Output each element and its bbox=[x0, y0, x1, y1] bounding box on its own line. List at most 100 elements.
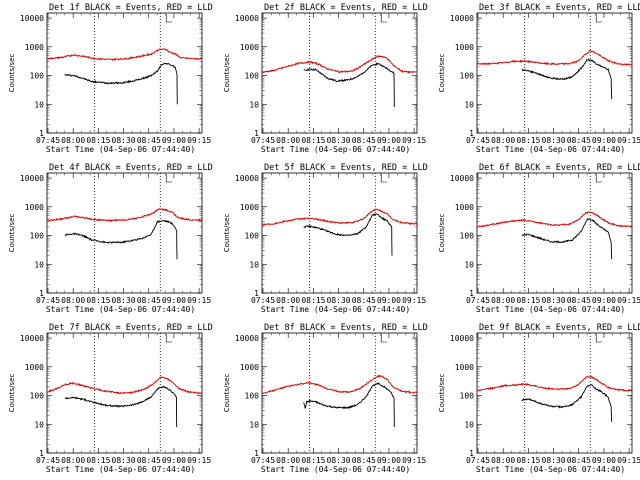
lld-series-line bbox=[261, 55, 418, 74]
chart-title: Det 5f BLACK = Events, RED = LLD bbox=[264, 163, 428, 173]
x-axis-label: Start Time (04-Sep-06 07:44:40) bbox=[46, 145, 195, 154]
x-tick-label: 09:00 bbox=[592, 136, 616, 145]
x-tick-label: 09:15 bbox=[187, 136, 211, 145]
chart-title: Det 3f BLACK = Events, RED = LLD bbox=[479, 3, 640, 13]
y-tick-label: 10 bbox=[34, 260, 44, 269]
x-tick-label: 09:15 bbox=[187, 296, 211, 305]
y-tick-label: 100 bbox=[30, 72, 45, 81]
x-tick-label: 08:00 bbox=[61, 136, 85, 145]
x-tick-label: 07:45 bbox=[466, 296, 490, 305]
y-tick-label: 10000 bbox=[235, 334, 259, 343]
y-tick-label: 100 bbox=[245, 232, 260, 241]
plot-frame bbox=[261, 12, 418, 134]
y-tick-label: 10 bbox=[249, 420, 259, 429]
x-tick-label: 08:00 bbox=[276, 296, 300, 305]
chart-title: Det 8f BLACK = Events, RED = LLD bbox=[264, 323, 428, 333]
x-tick-label: 08:45 bbox=[137, 296, 161, 305]
x-tick-label: 08:15 bbox=[86, 296, 110, 305]
y-tick-label: 10000 bbox=[20, 334, 44, 343]
y-tick-label: 100 bbox=[245, 392, 260, 401]
events-series-line bbox=[521, 58, 613, 100]
bracket-mark bbox=[165, 174, 173, 183]
x-tick-label: 08:30 bbox=[542, 456, 566, 465]
lld-series-line bbox=[476, 375, 633, 392]
y-tick-label: 10 bbox=[34, 100, 44, 109]
y-tick-label: 10 bbox=[464, 420, 474, 429]
chart-title: Det 9f BLACK = Events, RED = LLD bbox=[479, 323, 640, 333]
lld-series-line bbox=[46, 48, 203, 61]
bracket-mark bbox=[595, 334, 603, 343]
x-tick-label: 08:15 bbox=[301, 296, 325, 305]
y-tick-label: 1 bbox=[39, 129, 44, 138]
x-tick-label: 09:00 bbox=[162, 456, 186, 465]
x-axis-label: Start Time (04-Sep-06 07:44:40) bbox=[261, 465, 410, 474]
y-tick-label: 1000 bbox=[455, 43, 474, 52]
chart-panel-9: Det 9f BLACK = Events, RED = LLD 1 10 100 10… bbox=[438, 323, 640, 474]
x-tick-label: 08:30 bbox=[542, 136, 566, 145]
x-axis-label: Start Time (04-Sep-06 07:44:40) bbox=[261, 145, 410, 154]
lld-series-line bbox=[46, 208, 203, 222]
x-axis-label: Start Time (04-Sep-06 07:44:40) bbox=[46, 305, 195, 314]
x-tick-label: 08:45 bbox=[567, 296, 591, 305]
x-tick-label: 08:30 bbox=[112, 456, 136, 465]
x-tick-label: 07:45 bbox=[36, 296, 60, 305]
y-axis-label: Counts/sec bbox=[223, 214, 231, 253]
plot-frame bbox=[476, 172, 633, 294]
x-axis-label: Start Time (04-Sep-06 07:44:40) bbox=[476, 465, 625, 474]
chart-title: Det 1f BLACK = Events, RED = LLD bbox=[49, 3, 213, 13]
chart-panel-2: Det 2f BLACK = Events, RED = LLD 1 10 100 10… bbox=[223, 3, 428, 154]
x-tick-label: 08:30 bbox=[327, 456, 351, 465]
x-tick-label: 09:00 bbox=[377, 456, 401, 465]
x-tick-label: 08:00 bbox=[61, 296, 85, 305]
y-axis-label: Counts/sec bbox=[8, 54, 16, 93]
x-tick-label: 08:00 bbox=[276, 456, 300, 465]
plot-frame bbox=[46, 172, 203, 294]
chart-panel-3: Det 3f BLACK = Events, RED = LLD 1 10 100 10… bbox=[438, 3, 640, 154]
x-tick-label: 09:15 bbox=[187, 456, 211, 465]
x-axis-label: Start Time (04-Sep-06 07:44:40) bbox=[476, 145, 625, 154]
x-tick-label: 09:15 bbox=[402, 296, 426, 305]
x-tick-label: 09:00 bbox=[162, 136, 186, 145]
y-tick-label: 10 bbox=[249, 100, 259, 109]
x-tick-label: 07:45 bbox=[36, 456, 60, 465]
x-tick-label: 07:45 bbox=[251, 456, 275, 465]
y-tick-label: 100 bbox=[245, 72, 260, 81]
x-tick-label: 09:00 bbox=[162, 296, 186, 305]
bracket-mark bbox=[380, 174, 388, 183]
y-tick-label: 1000 bbox=[240, 363, 259, 372]
x-tick-label: 09:15 bbox=[402, 136, 426, 145]
y-tick-label: 1000 bbox=[240, 203, 259, 212]
y-tick-label: 10000 bbox=[235, 174, 259, 183]
x-tick-label: 09:15 bbox=[617, 136, 640, 145]
y-axis-label: Counts/sec bbox=[8, 374, 16, 413]
y-tick-label: 10 bbox=[249, 260, 259, 269]
chart-panel-6: Det 6f BLACK = Events, RED = LLD 1 10 100 10… bbox=[438, 163, 640, 314]
x-tick-label: 09:00 bbox=[592, 456, 616, 465]
x-tick-label: 08:00 bbox=[491, 136, 515, 145]
x-tick-label: 08:00 bbox=[491, 456, 515, 465]
y-tick-label: 10 bbox=[464, 100, 474, 109]
y-axis-label: Counts/sec bbox=[438, 54, 446, 93]
y-tick-label: 1 bbox=[254, 449, 259, 458]
y-tick-label: 1 bbox=[254, 129, 259, 138]
chart-title: Det 2f BLACK = Events, RED = LLD bbox=[264, 3, 428, 13]
lld-series-line bbox=[46, 376, 203, 395]
x-tick-label: 08:15 bbox=[516, 456, 540, 465]
x-tick-label: 08:15 bbox=[86, 456, 110, 465]
x-tick-label: 08:30 bbox=[112, 296, 136, 305]
events-series-line bbox=[64, 219, 178, 260]
y-tick-label: 100 bbox=[460, 392, 475, 401]
y-tick-label: 1000 bbox=[455, 363, 474, 372]
x-tick-label: 07:45 bbox=[251, 296, 275, 305]
x-tick-label: 07:45 bbox=[466, 456, 490, 465]
y-tick-label: 100 bbox=[460, 72, 475, 81]
x-tick-label: 07:45 bbox=[466, 136, 490, 145]
x-tick-label: 07:45 bbox=[36, 136, 60, 145]
plot-frame bbox=[261, 172, 418, 294]
events-series-line bbox=[303, 213, 393, 256]
x-tick-label: 08:30 bbox=[327, 296, 351, 305]
y-tick-label: 10 bbox=[34, 420, 44, 429]
chart-title: Det 4f BLACK = Events, RED = LLD bbox=[49, 163, 213, 173]
y-tick-label: 1 bbox=[39, 449, 44, 458]
lld-series-line bbox=[262, 374, 417, 395]
